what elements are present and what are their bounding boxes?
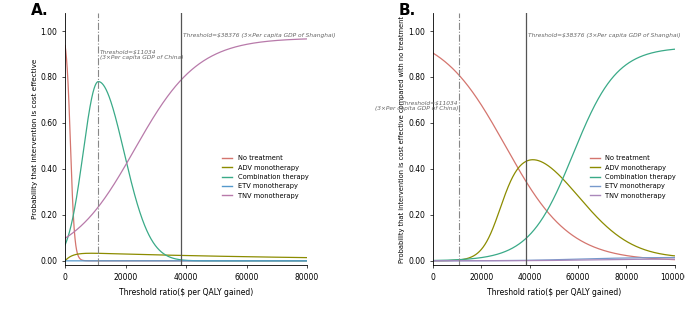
Legend: No treatment, ADV monotherapy, Combination therapy, ETV monotherapy, TNV monothe: No treatment, ADV monotherapy, Combinati…	[223, 155, 308, 199]
Text: Threshold=$38376 (3×Per capita GDP of Shanghai): Threshold=$38376 (3×Per capita GDP of Sh…	[184, 33, 336, 38]
Text: Threshold=$11034
(3×Per capita GDP of China): Threshold=$11034 (3×Per capita GDP of Ch…	[375, 100, 458, 111]
X-axis label: Threshold ratio($ per QALY gained): Threshold ratio($ per QALY gained)	[119, 288, 253, 297]
Legend: No treatment, ADV monotherapy, Combination therapy, ETV monotherapy, TNV monothe: No treatment, ADV monotherapy, Combinati…	[590, 155, 676, 199]
Text: A.: A.	[32, 3, 49, 17]
Y-axis label: Probability that intervention is cost effective compared with no treatment: Probability that intervention is cost ef…	[399, 15, 406, 263]
Text: B.: B.	[399, 3, 416, 17]
X-axis label: Threshold ratio($ per QALY gained): Threshold ratio($ per QALY gained)	[486, 288, 621, 297]
Text: Threshold=$11034
(3×Per capita GDP of China): Threshold=$11034 (3×Per capita GDP of Ch…	[99, 49, 183, 60]
Y-axis label: Probability that intervention is cost effective: Probability that intervention is cost ef…	[32, 59, 38, 219]
Text: Threshold=$38376 (3×Per capita GDP of Shanghai): Threshold=$38376 (3×Per capita GDP of Sh…	[528, 33, 681, 38]
